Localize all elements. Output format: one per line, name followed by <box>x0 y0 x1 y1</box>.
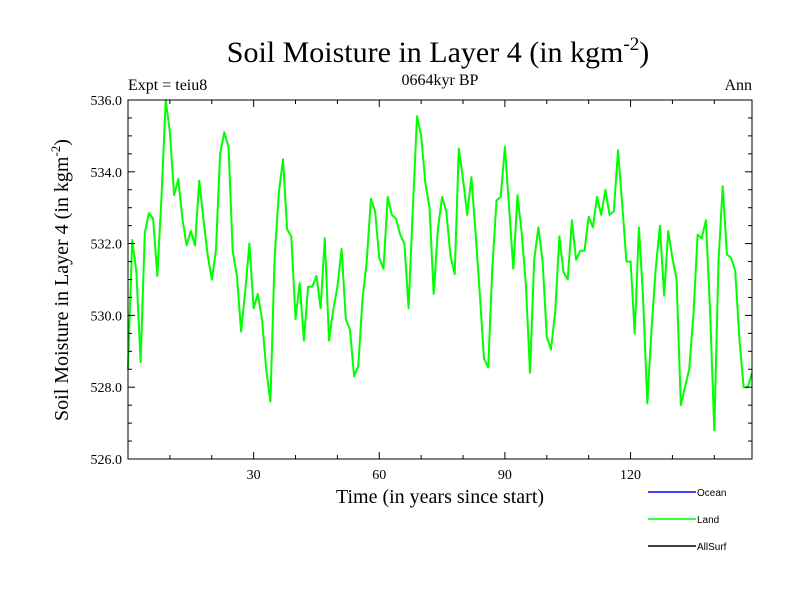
y-axis-label-main: Soil Moisture in Layer 4 (in kgm <box>51 156 73 421</box>
series-layer <box>127 99 753 432</box>
x-axis-label: Time (in years since start) <box>336 486 544 508</box>
plot-frame <box>127 99 753 460</box>
y-tick-label: 530.0 <box>91 309 123 324</box>
x-tick-label: 60 <box>372 468 386 483</box>
y-tick-label: 534.0 <box>91 166 123 181</box>
subtitle-season: Ann <box>724 77 752 94</box>
x-tick-label: 90 <box>498 468 512 483</box>
y-tick-labels: 526.0 528.0 530.0 532.0 534.0 536.0 <box>91 94 123 468</box>
x-tick-label: 120 <box>620 468 641 483</box>
y-tick-label: 526.0 <box>91 453 123 468</box>
chart-title: Soil Moisture in Layer 4 (in kgm-2) <box>227 34 649 69</box>
subtitle-experiment: Expt = teiu8 <box>128 77 207 94</box>
legend: Ocean Land AllSurf <box>648 488 727 553</box>
ticks-layer <box>128 99 752 460</box>
subtitle-period: 0664kyr BP <box>402 72 479 89</box>
y-axis-label-exponent: -2 <box>48 146 63 157</box>
x-tick-labels: 30 60 90 120 <box>247 468 641 483</box>
chart-title-main: Soil Moisture in Layer 4 (in kgm <box>227 36 624 69</box>
y-axis-label-close: ) <box>51 139 73 146</box>
x-tick-label: 30 <box>247 468 261 483</box>
chart-title-exponent: -2 <box>623 34 639 55</box>
chart-title-close: ) <box>639 36 649 69</box>
legend-label-allsurf: AllSurf <box>697 542 727 553</box>
series-line-land <box>127 99 753 432</box>
y-tick-label: 536.0 <box>91 94 123 109</box>
y-axis-label: Soil Moisture in Layer 4 (in kgm-2) <box>48 139 73 421</box>
legend-label-ocean: Ocean <box>697 488 726 499</box>
y-tick-label: 528.0 <box>91 381 123 396</box>
y-tick-label: 532.0 <box>91 238 123 253</box>
legend-label-land: Land <box>697 515 719 526</box>
